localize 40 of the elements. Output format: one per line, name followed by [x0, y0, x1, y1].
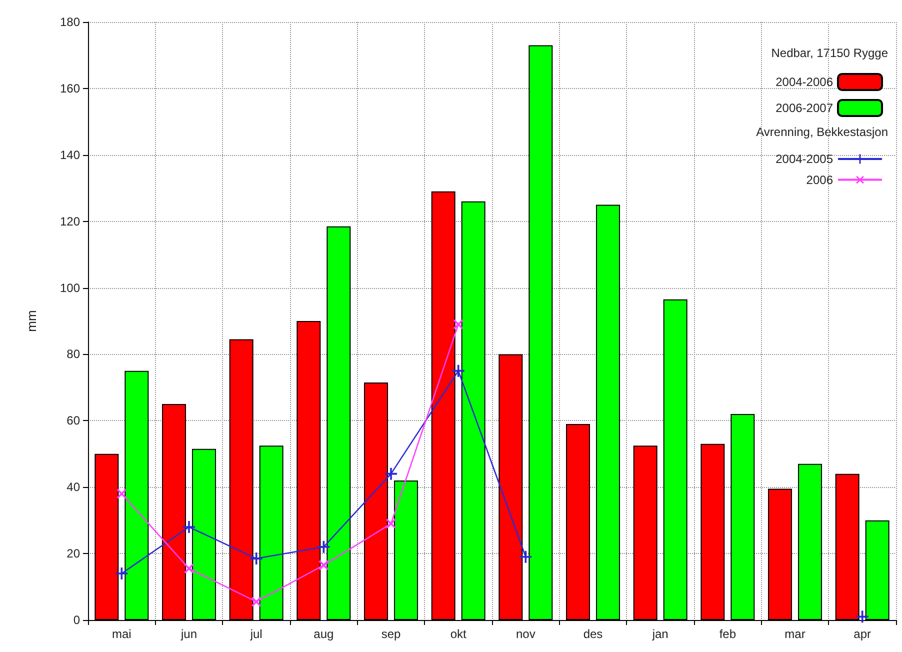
- y-tick-label: 40: [66, 480, 80, 494]
- point: [453, 319, 464, 330]
- x-tick-label: mai: [112, 627, 132, 641]
- legend-label: 2004-2005: [776, 152, 834, 166]
- point: [318, 540, 330, 553]
- y-tick-label: 120: [60, 214, 80, 228]
- point: [520, 550, 532, 563]
- point: [116, 567, 128, 580]
- x-tick-label: okt: [450, 627, 467, 641]
- y-tick-label: 140: [60, 148, 80, 162]
- point: [385, 468, 397, 480]
- x-tick-label: feb: [719, 627, 736, 641]
- x-tick-label: apr: [854, 627, 872, 641]
- y-tick-label: 180: [60, 15, 80, 29]
- legend-label: 2006-2007: [776, 101, 834, 115]
- point: [116, 488, 127, 499]
- legend-label: 2004-2006: [776, 75, 834, 89]
- y-tick-label: 60: [66, 414, 80, 428]
- y-tick-label: 80: [66, 347, 80, 362]
- x-tick-label: des: [583, 627, 603, 641]
- legend-label: 2006: [806, 172, 834, 187]
- x-tick-label: jan: [651, 627, 668, 641]
- point: [386, 518, 396, 529]
- x-tick-label: sep: [381, 627, 401, 641]
- point: [251, 596, 262, 607]
- x-tick-label: nov: [516, 627, 536, 641]
- y-tick-label: 0: [73, 613, 80, 627]
- x-tick-label: aug: [314, 627, 334, 641]
- legend-title: Nedbar, 17150 Rygge: [771, 46, 888, 60]
- x-tick-label: jun: [180, 627, 198, 641]
- point: [183, 520, 195, 533]
- y-tick-label: 160: [60, 81, 80, 96]
- y-axis-title: mm: [24, 310, 39, 332]
- point: [318, 560, 329, 570]
- point: [250, 552, 262, 565]
- x-tick-label: mar: [784, 627, 806, 641]
- y-tick-label: 100: [60, 280, 80, 295]
- y-tick-label: 20: [66, 546, 80, 561]
- annotation: Avrenning, Bekkestasjon: [756, 125, 888, 139]
- x-tick-label: jul: [249, 627, 262, 641]
